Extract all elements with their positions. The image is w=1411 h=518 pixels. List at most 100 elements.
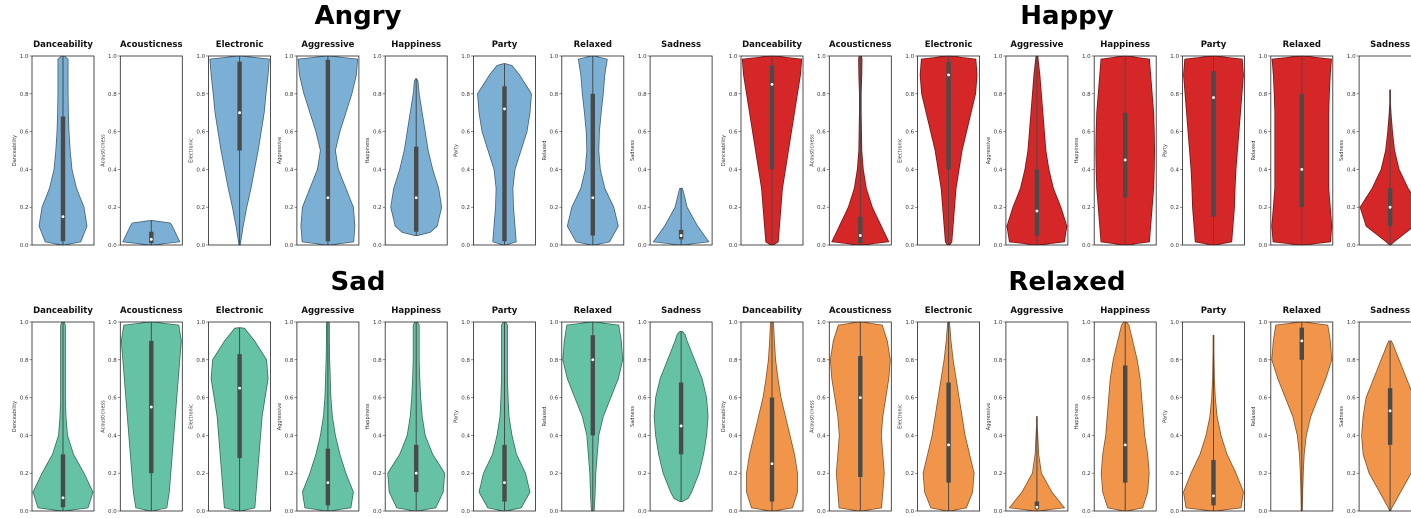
- sad-ytick-label: 0.0: [285, 509, 294, 515]
- happy-ytick-label: 1.0: [729, 54, 738, 60]
- sad-ytick-label: 0.2: [20, 471, 29, 477]
- angry-panel-electronic: Electronic Electronic 0.0 0.2 0.4 0.6 0.8 1.0: [189, 40, 272, 249]
- angry-subplot-title-danceability: Danceability: [33, 40, 93, 50]
- happy-ytick-label: 0.2: [817, 205, 826, 211]
- sad-subplot-title-relaxed: Relaxed: [574, 306, 612, 316]
- happy-ytick-label: 0.2: [1347, 205, 1356, 211]
- sad-ylabel-party: Party: [454, 410, 460, 423]
- angry-ytick-label: 0.6: [373, 130, 382, 136]
- angry-iqr-box-acousticness: [149, 231, 154, 244]
- relaxed-ytick-label: 0.4: [994, 433, 1003, 439]
- relaxed-panel-aggressive: Aggressive Aggressive 0.0 0.2 0.4 0.6 0.8 1.0: [986, 306, 1069, 515]
- happy-ylabel-acousticness: Acousticness: [809, 134, 815, 167]
- happy-ytick-label: 0.0: [1259, 243, 1268, 249]
- sad-ylabel-danceability: Danceability: [12, 401, 18, 432]
- relaxed-ytick-label: 0.6: [905, 396, 914, 402]
- relaxed-median-dot-danceability: [770, 462, 774, 466]
- happy-ytick-label: 0.0: [729, 243, 738, 249]
- happy-iqr-box-relaxed: [1299, 93, 1304, 208]
- happy-ytick-label: 0.4: [1170, 167, 1179, 173]
- relaxed-ylabel-danceability: Danceability: [721, 401, 727, 432]
- angry-ytick-label: 0.4: [20, 167, 29, 173]
- happy-ytick-label: 0.4: [1259, 167, 1268, 173]
- angry-panel-acousticness: Acousticness Acousticness 0.0 0.2 0.4 0.6 0.8 1…: [100, 40, 183, 249]
- relaxed-panel-sadness: Sadness Sadness 0.0 0.2 0.4 0.6 0.8 1.0: [1339, 306, 1411, 515]
- happy-subplot-title-aggressive: Aggressive: [1010, 40, 1063, 50]
- relaxed-ytick-label: 0.8: [1170, 358, 1179, 364]
- relaxed-ytick-label: 0.0: [1082, 509, 1091, 515]
- happy-ytick-label: 1.0: [994, 54, 1003, 60]
- happy-ytick-label: 0.4: [994, 167, 1003, 173]
- relaxed-subplot-title-acousticness: Acousticness: [829, 306, 892, 316]
- angry-median-dot-electronic: [238, 111, 242, 115]
- angry-ytick-label: 1.0: [20, 54, 29, 60]
- sad-panel-relaxed: Relaxed Relaxed 0.0 0.2 0.4 0.6 0.8 1.0: [542, 306, 625, 515]
- angry-panel-sadness: Sadness Sadness 0.0 0.2 0.4 0.6 0.8 1.0: [630, 40, 713, 249]
- relaxed-ytick-label: 0.6: [817, 396, 826, 402]
- sad-frame-relaxed: [561, 321, 625, 512]
- sad-ylabel-electronic: Electronic: [189, 404, 195, 429]
- angry-subplot-title-sadness: Sadness: [661, 40, 701, 50]
- happy-ytick-label: 0.4: [729, 167, 738, 173]
- happy-ytick-label: 0.8: [1170, 92, 1179, 98]
- sad-ytick-label: 0.8: [285, 358, 294, 364]
- sad-ylabel-acousticness: Acousticness: [100, 400, 106, 433]
- angry-iqr-box-aggressive: [325, 59, 331, 242]
- sad-median-dot-relaxed: [591, 358, 595, 362]
- relaxed-frame-happiness: [1093, 321, 1157, 512]
- happy-subplot-title-party: Party: [1201, 40, 1227, 50]
- relaxed-iqr-box-danceability: [769, 397, 775, 502]
- sad-ytick-label: 0.6: [638, 396, 647, 402]
- relaxed-ytick-label: 0.8: [729, 358, 738, 364]
- happy-panel-aggressive: Aggressive Aggressive 0.0 0.2 0.4 0.6 0.8 1.0: [986, 40, 1069, 249]
- relaxed-ytick-label: 0.2: [994, 471, 1003, 477]
- happy-frame-acousticness: [828, 55, 892, 246]
- sad-ytick-label: 0.6: [285, 396, 294, 402]
- happy-ytick-label: 0.0: [817, 243, 826, 249]
- happy-ytick-label: 1.0: [905, 54, 914, 60]
- group-title-sad: Sad: [331, 267, 386, 297]
- relaxed-frame-danceability: [740, 321, 804, 512]
- angry-subplot-title-party: Party: [492, 40, 518, 50]
- happy-subplot-title-happiness: Happiness: [1100, 40, 1150, 50]
- sad-ylabel-sadness: Sadness: [630, 406, 636, 427]
- happy-subplot-title-danceability: Danceability: [742, 40, 802, 50]
- relaxed-median-dot-aggressive: [1035, 505, 1039, 509]
- angry-median-dot-relaxed: [591, 196, 595, 200]
- sad-ytick-label: 0.6: [461, 396, 470, 402]
- relaxed-ytick-label: 0.0: [905, 509, 914, 515]
- happy-ytick-label: 0.6: [905, 130, 914, 136]
- happy-ytick-label: 0.0: [1347, 243, 1356, 249]
- sad-panel-sadness: Sadness Sadness 0.0 0.2 0.4 0.6 0.8 1.0: [630, 306, 713, 515]
- happy-ytick-label: 0.4: [1347, 167, 1356, 173]
- angry-frame-aggressive: [296, 55, 360, 246]
- happy-ytick-label: 0.4: [905, 167, 914, 173]
- relaxed-iqr-box-relaxed: [1299, 327, 1304, 360]
- relaxed-ylabel-sadness: Sadness: [1339, 406, 1345, 427]
- sad-frame-acousticness: [119, 321, 183, 512]
- angry-frame-relaxed: [561, 55, 625, 246]
- sad-ytick-label: 1.0: [550, 320, 559, 326]
- angry-subplot-title-happiness: Happiness: [391, 40, 441, 50]
- relaxed-subplot-title-sadness: Sadness: [1370, 306, 1410, 316]
- relaxed-subplot-title-electronic: Electronic: [925, 306, 973, 316]
- happy-subplot-title-sadness: Sadness: [1370, 40, 1410, 50]
- happy-panel-acousticness: Acousticness Acousticness 0.0 0.2 0.4 0.6 0.8 1…: [809, 40, 892, 249]
- sad-frame-danceability: [31, 321, 95, 512]
- relaxed-median-dot-relaxed: [1300, 339, 1304, 343]
- relaxed-ytick-label: 0.6: [1170, 396, 1179, 402]
- angry-ytick-label: 0.2: [196, 205, 205, 211]
- happy-ytick-label: 0.8: [1259, 92, 1268, 98]
- happy-ytick-label: 0.0: [994, 243, 1003, 249]
- sad-ytick-label: 0.6: [373, 396, 382, 402]
- angry-ytick-label: 1.0: [196, 54, 205, 60]
- sad-median-dot-danceability: [61, 496, 65, 500]
- angry-ylabel-happiness: Happiness: [365, 137, 371, 163]
- relaxed-median-dot-happiness: [1123, 443, 1127, 447]
- group-title-happy: Happy: [1020, 1, 1114, 31]
- angry-ytick-label: 0.2: [285, 205, 294, 211]
- relaxed-ytick-label: 1.0: [1082, 320, 1091, 326]
- relaxed-median-dot-sadness: [1388, 409, 1392, 413]
- sad-ytick-label: 0.8: [108, 358, 117, 364]
- happy-median-dot-party: [1212, 96, 1215, 99]
